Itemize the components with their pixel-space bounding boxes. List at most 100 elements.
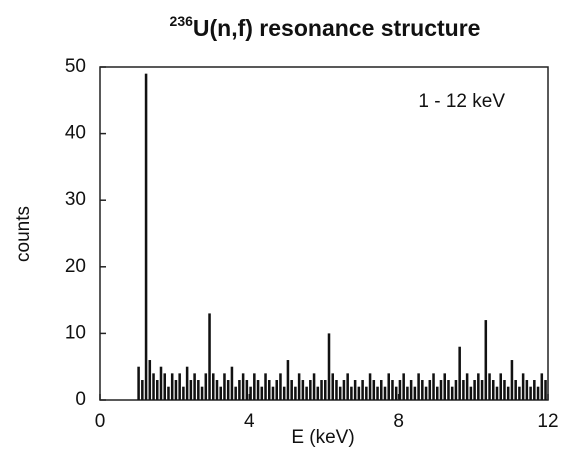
bar <box>380 380 383 400</box>
y-tick-label: 40 <box>65 123 86 144</box>
bar <box>436 386 439 400</box>
bar <box>331 373 334 400</box>
bar <box>454 380 458 400</box>
bar <box>309 380 312 400</box>
bar <box>279 373 282 400</box>
bar <box>402 373 405 400</box>
bar <box>234 386 237 400</box>
bar <box>361 380 364 400</box>
bar <box>439 380 443 400</box>
bar <box>421 380 424 400</box>
bar <box>226 380 230 400</box>
bar <box>398 380 402 400</box>
bar <box>324 380 327 400</box>
bar <box>540 373 544 400</box>
bar <box>533 380 536 400</box>
x-axis-label: E (keV) <box>291 427 354 448</box>
bar <box>391 380 394 400</box>
bar <box>305 386 308 400</box>
bar <box>432 373 435 400</box>
bar <box>346 373 349 400</box>
bar <box>156 380 159 400</box>
bar <box>290 380 293 400</box>
bar <box>383 386 387 400</box>
bar <box>148 360 152 400</box>
bar <box>208 313 211 400</box>
bar <box>174 380 178 400</box>
y-tick-label: 20 <box>65 256 86 277</box>
bar <box>178 373 181 400</box>
bar <box>215 380 219 400</box>
bar <box>316 386 320 400</box>
bar <box>223 373 226 400</box>
bar <box>372 380 376 400</box>
bar <box>141 380 144 400</box>
bar <box>204 373 208 400</box>
bar <box>253 373 256 400</box>
bar <box>200 386 204 400</box>
bar <box>275 380 278 400</box>
bar <box>230 366 234 400</box>
annotation: 1 - 12 keV <box>418 91 505 112</box>
bar <box>510 360 514 400</box>
bar <box>312 373 316 400</box>
bar <box>297 373 301 400</box>
bar <box>163 373 166 400</box>
title-superscript: 236 <box>170 13 194 29</box>
bar <box>447 380 450 400</box>
bar <box>152 373 155 400</box>
bar <box>514 380 517 400</box>
x-tick-label: 4 <box>244 411 255 432</box>
bar <box>245 380 249 400</box>
bar <box>492 380 495 400</box>
bar <box>342 380 346 400</box>
bar <box>219 386 222 400</box>
bar <box>443 373 446 400</box>
bar <box>260 386 264 400</box>
bar <box>462 380 465 400</box>
bar <box>271 386 275 400</box>
bar <box>241 373 245 400</box>
bar <box>282 386 286 400</box>
chart-title: 236U(n,f) resonance structure <box>170 13 481 41</box>
bar <box>197 380 200 400</box>
bar <box>387 373 390 400</box>
bar <box>182 386 185 400</box>
bar <box>365 386 368 400</box>
bar <box>238 380 241 400</box>
bar <box>424 386 428 400</box>
bar <box>301 380 305 400</box>
bar <box>137 366 140 400</box>
bar <box>368 373 372 400</box>
bar <box>294 386 297 400</box>
bar <box>458 346 461 400</box>
bar <box>536 386 540 400</box>
bar <box>357 386 361 400</box>
bar <box>450 386 454 400</box>
bar <box>480 380 484 400</box>
bar <box>521 373 525 400</box>
bar <box>417 373 420 400</box>
bar <box>256 380 260 400</box>
bar <box>406 386 409 400</box>
bar <box>338 386 342 400</box>
bar <box>268 380 271 400</box>
bar <box>350 386 353 400</box>
bar <box>212 373 215 400</box>
bar <box>544 380 547 400</box>
bar <box>264 373 267 400</box>
bar <box>484 320 488 400</box>
bar <box>506 386 510 400</box>
bar <box>488 373 491 400</box>
bar <box>286 360 290 400</box>
bar <box>170 373 174 400</box>
bar <box>167 386 170 400</box>
bar <box>159 366 163 400</box>
y-tick-label: 30 <box>65 189 86 210</box>
plot-frame <box>99 66 549 401</box>
bar <box>189 380 193 400</box>
bar <box>413 386 417 400</box>
bar <box>525 380 529 400</box>
bar <box>327 333 331 400</box>
bar <box>529 386 532 400</box>
